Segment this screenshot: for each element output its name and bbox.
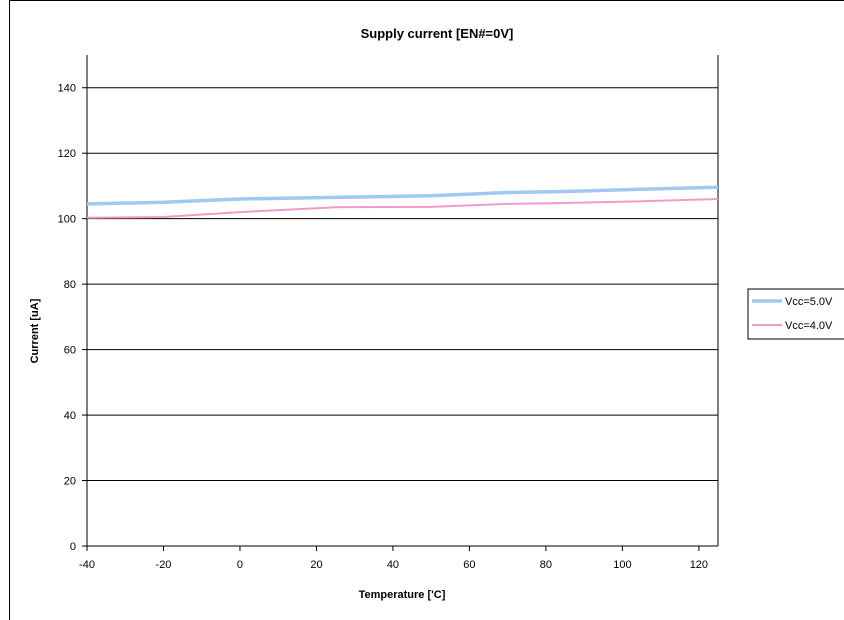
series-line-vcc-4v <box>86 198 719 219</box>
y-axis-title: Current [uA] <box>29 298 41 363</box>
y-tick-label: 100 <box>58 214 76 226</box>
x-tick-label: 20 <box>310 559 322 571</box>
y-tick-label: 0 <box>70 541 76 553</box>
x-tick-labels: -40 -20 0 20 40 60 80 100 120 <box>79 546 708 571</box>
chart-title: Supply current [EN#=0V] <box>361 26 514 41</box>
plot-frame <box>86 55 719 547</box>
x-tick-label: 100 <box>613 559 631 571</box>
chart-area <box>9 0 844 620</box>
legend-label: Vcc=5.0V <box>785 296 833 308</box>
y-tick-labels: 0 20 40 60 80 100 120 140 <box>58 83 87 553</box>
x-tick-label: 120 <box>690 559 708 571</box>
legend: Vcc=5.0V Vcc=4.0V <box>747 288 844 340</box>
legend-box <box>747 288 844 340</box>
y-tick-label: 40 <box>64 410 76 422</box>
x-axis-title: Temperature ['C] <box>359 589 446 601</box>
y-tick-label: 20 <box>64 476 76 488</box>
series-lines <box>86 185 719 219</box>
y-tick-label: 120 <box>58 148 76 160</box>
y-tick-label: 60 <box>64 345 76 357</box>
x-tick-label: 40 <box>387 559 399 571</box>
gridlines <box>87 87 718 547</box>
x-tick-label: -20 <box>156 559 172 571</box>
series-line-vcc-5v <box>86 185 719 206</box>
x-tick-label: 80 <box>540 559 552 571</box>
x-tick-label: 0 <box>237 559 243 571</box>
x-tick-label: -40 <box>79 559 95 571</box>
y-tick-label: 140 <box>58 83 76 95</box>
x-tick-label: 60 <box>463 559 475 571</box>
legend-label: Vcc=4.0V <box>785 320 833 332</box>
y-tick-label: 80 <box>64 279 76 291</box>
